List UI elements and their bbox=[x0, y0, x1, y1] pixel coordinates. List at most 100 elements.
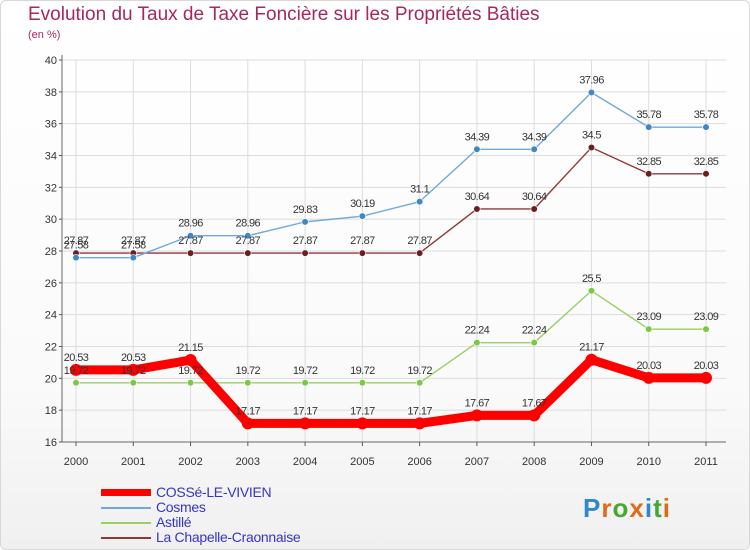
data-point bbox=[358, 249, 366, 257]
data-point bbox=[585, 353, 598, 366]
data-label: 35.78 bbox=[694, 109, 719, 121]
axes: 16 18 20 22 24 26 28 30 32 34 36 38 40 2000 2001 2002 20… bbox=[45, 55, 726, 468]
proxiti-logo: Proxiti bbox=[583, 493, 671, 524]
data-label: 20.53 bbox=[121, 352, 146, 364]
x-tick-label: 2008 bbox=[522, 456, 546, 468]
y-tick-label: 30 bbox=[45, 214, 57, 226]
data-point bbox=[645, 170, 653, 178]
data-label: 27.87 bbox=[350, 235, 375, 247]
data-label: 23.09 bbox=[636, 311, 661, 323]
y-tick-label: 20 bbox=[45, 373, 57, 385]
data-label: 30.64 bbox=[465, 191, 490, 203]
logo-letter: o bbox=[612, 493, 630, 523]
series-line bbox=[75, 290, 707, 384]
data-label: 30.19 bbox=[350, 198, 375, 210]
data-point bbox=[587, 143, 596, 152]
legend-label: La Chapelle-Craonnaise bbox=[156, 529, 301, 545]
x-tick-label: 2005 bbox=[350, 456, 374, 468]
data-point bbox=[301, 218, 309, 226]
data-label: 19.72 bbox=[121, 365, 146, 377]
data-label: 28.96 bbox=[236, 218, 261, 230]
data-point bbox=[72, 254, 80, 262]
data-label: 19.72 bbox=[236, 365, 261, 377]
data-point bbox=[473, 205, 481, 213]
data-point bbox=[416, 379, 424, 387]
data-label: 21.15 bbox=[178, 342, 203, 354]
data-point bbox=[244, 249, 252, 257]
data-point bbox=[127, 363, 140, 376]
data-point bbox=[356, 417, 369, 430]
data-labels: 27.87 27.87 27.87 27.87 27.87 27.87 27.87 30.64… bbox=[64, 74, 720, 417]
logo-letter: t bbox=[653, 493, 663, 523]
data-label: 17.17 bbox=[407, 405, 432, 417]
data-point bbox=[416, 249, 424, 257]
legend-swatch bbox=[101, 507, 151, 509]
data-label: 19.72 bbox=[64, 365, 89, 377]
y-tick-label: 28 bbox=[45, 246, 57, 258]
data-point bbox=[72, 379, 80, 387]
data-label: 27.58 bbox=[64, 240, 89, 252]
data-label: 19.72 bbox=[407, 365, 432, 377]
data-label: 19.72 bbox=[293, 365, 318, 377]
data-label: 22.24 bbox=[522, 325, 547, 337]
x-tick-label: 2000 bbox=[64, 456, 88, 468]
data-label: 22.24 bbox=[465, 325, 490, 337]
data-label: 19.72 bbox=[350, 365, 375, 377]
data-label: 21.17 bbox=[579, 342, 604, 354]
y-tick-label: 32 bbox=[45, 182, 57, 194]
y-tick-label: 18 bbox=[45, 405, 57, 417]
logo-letter: x bbox=[629, 493, 645, 523]
chart-title: Evolution du Taux de Taxe Foncière sur l… bbox=[28, 4, 540, 25]
data-label: 34.39 bbox=[522, 131, 547, 143]
series-layer bbox=[70, 88, 712, 430]
y-tick-label: 40 bbox=[45, 55, 57, 67]
data-label: 17.17 bbox=[293, 405, 318, 417]
data-label: 17.67 bbox=[522, 397, 547, 409]
data-point bbox=[642, 371, 655, 384]
data-label: 27.87 bbox=[64, 235, 89, 247]
x-tick-label: 2001 bbox=[121, 456, 145, 468]
data-point bbox=[299, 417, 312, 430]
data-label: 37.96 bbox=[579, 74, 604, 86]
chart-subtitle: (en %) bbox=[28, 29, 61, 41]
data-label: 20.03 bbox=[694, 360, 719, 372]
data-label: 32.85 bbox=[694, 156, 719, 168]
data-label: 17.67 bbox=[465, 397, 490, 409]
data-label: 23.09 bbox=[694, 311, 719, 323]
data-point bbox=[528, 409, 541, 422]
data-point bbox=[700, 371, 712, 384]
x-tick-label: 2007 bbox=[465, 456, 489, 468]
data-point bbox=[244, 232, 252, 240]
data-label: 30.64 bbox=[522, 191, 547, 203]
data-label: 27.87 bbox=[407, 235, 432, 247]
data-point bbox=[470, 409, 483, 422]
data-point bbox=[702, 325, 710, 333]
logo-letter: i bbox=[644, 493, 654, 523]
data-point bbox=[186, 249, 195, 257]
grid bbox=[62, 59, 726, 443]
data-point bbox=[186, 232, 195, 240]
data-point bbox=[587, 287, 596, 295]
data-label: 27.87 bbox=[178, 235, 203, 247]
series-line bbox=[75, 146, 707, 254]
y-tick-label: 16 bbox=[45, 437, 57, 449]
legend-label: COSSé-LE-VIVIEN bbox=[156, 484, 272, 500]
data-point bbox=[413, 417, 426, 430]
data-label: 31.1 bbox=[410, 184, 429, 196]
x-tick-label: 2009 bbox=[579, 456, 603, 468]
legend-label: Astillé bbox=[156, 514, 192, 530]
logo-letter: r bbox=[601, 493, 613, 523]
data-label: 17.17 bbox=[236, 405, 261, 417]
logo-letter: P bbox=[583, 493, 602, 523]
logo-letter: i bbox=[662, 493, 671, 523]
data-point bbox=[129, 379, 137, 387]
data-point bbox=[530, 145, 538, 153]
data-label: 28.96 bbox=[178, 218, 203, 230]
data-label: 32.85 bbox=[636, 156, 661, 168]
data-point bbox=[70, 363, 82, 376]
data-label: 29.83 bbox=[293, 204, 318, 216]
data-label: 19.72 bbox=[178, 365, 203, 377]
data-point bbox=[241, 417, 254, 430]
x-tick-label: 2003 bbox=[236, 456, 260, 468]
data-label: 34.5 bbox=[582, 130, 601, 142]
